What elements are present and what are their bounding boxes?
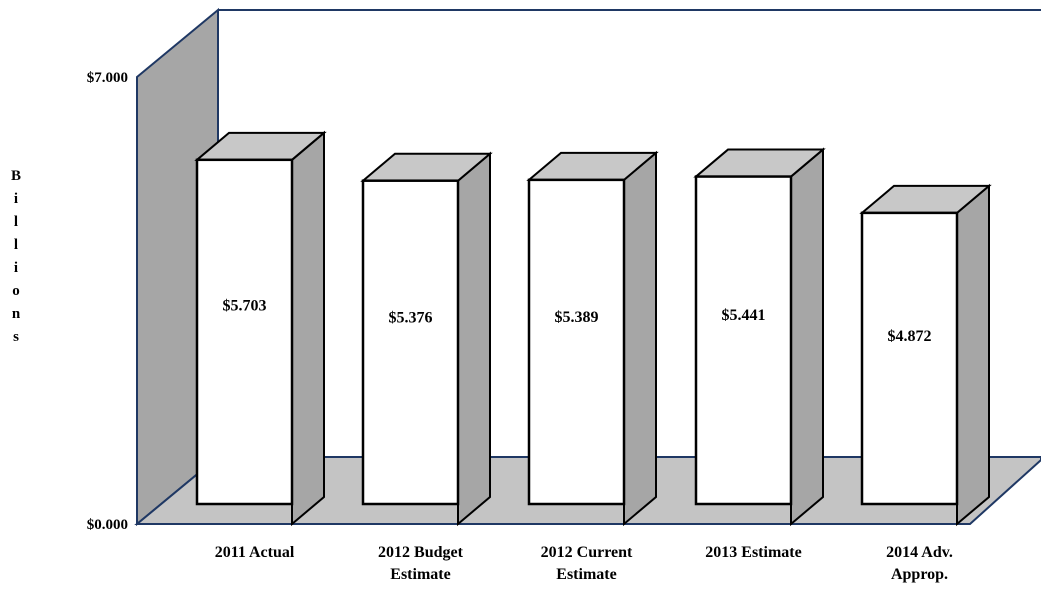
- x-tick-label: 2011 Actual: [215, 544, 295, 561]
- bar-3: $5.389: [526, 150, 659, 527]
- bar-front: [527, 178, 626, 506]
- y-tick-label: $7.000: [87, 70, 128, 86]
- x-tick-label: 2014 Adv. Approp.: [886, 544, 953, 583]
- bar-value-label: $5.376: [389, 309, 433, 326]
- bar-side: [790, 147, 824, 527]
- x-tick-label: 2012 Budget Estimate: [378, 544, 464, 583]
- category-labels: 2011 Actual 2012 Budget Estimate 2012 Curre…: [215, 544, 953, 583]
- bar-value-label: $5.441: [722, 307, 766, 324]
- bar-1: $5.703: [194, 130, 327, 527]
- bar-side: [623, 150, 657, 527]
- bar-side: [291, 130, 325, 527]
- bar-value-label: $5.389: [555, 309, 599, 326]
- bar-front: [195, 158, 294, 506]
- bar-5: $4.872: [859, 183, 992, 527]
- bar-4: $5.441: [693, 147, 826, 527]
- bar-side: [457, 151, 491, 527]
- bar-front: [361, 179, 460, 506]
- bar-front: [860, 211, 959, 506]
- y-tick-label: $0.000: [87, 517, 128, 533]
- x-tick-label: 2013 Estimate: [705, 544, 801, 561]
- x-tick-label: 2012 Current Estimate: [541, 544, 633, 583]
- bar-2: $5.376: [360, 151, 493, 527]
- bar-front: [694, 175, 793, 506]
- bar-side: [956, 183, 990, 527]
- bars: $5.703 $5.376 $5.389 $5.441 $4.872: [194, 130, 992, 527]
- bar-value-label: $4.872: [888, 328, 932, 345]
- bar-value-label: $5.703: [223, 297, 267, 314]
